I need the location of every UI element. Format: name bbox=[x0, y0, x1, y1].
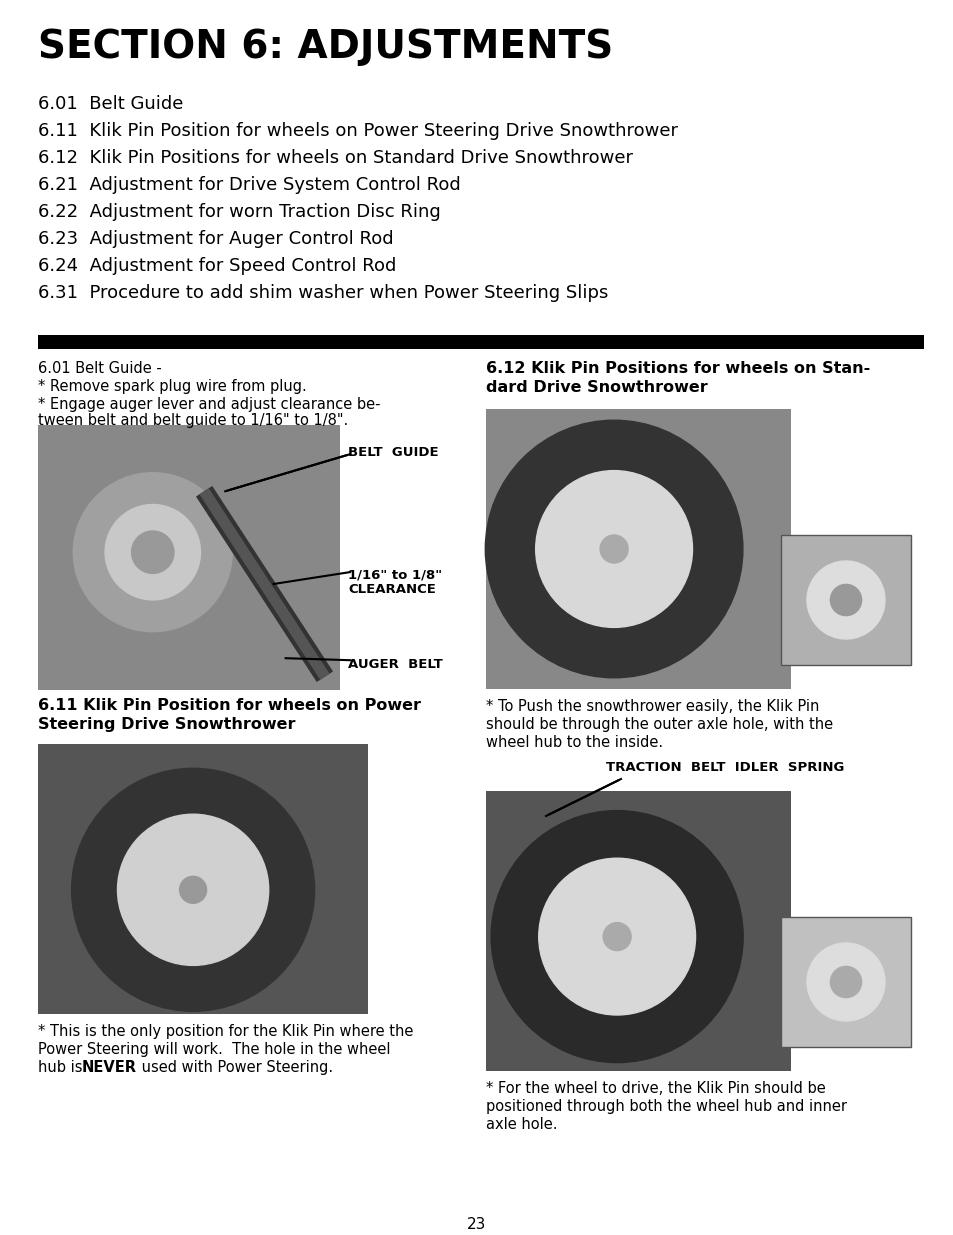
Text: TRACTION  BELT  IDLER  SPRING: TRACTION BELT IDLER SPRING bbox=[605, 761, 843, 774]
Circle shape bbox=[485, 420, 742, 678]
Text: 6.12  Klik Pin Positions for wheels on Standard Drive Snowthrower: 6.12 Klik Pin Positions for wheels on St… bbox=[38, 149, 633, 167]
Circle shape bbox=[806, 944, 884, 1021]
Text: * Remove spark plug wire from plug.: * Remove spark plug wire from plug. bbox=[38, 379, 307, 394]
Circle shape bbox=[105, 505, 200, 600]
Circle shape bbox=[829, 967, 861, 998]
Text: 6.01 Belt Guide -: 6.01 Belt Guide - bbox=[38, 361, 162, 375]
Text: hub is: hub is bbox=[38, 1060, 87, 1074]
Text: 6.23  Adjustment for Auger Control Rod: 6.23 Adjustment for Auger Control Rod bbox=[38, 230, 394, 248]
Bar bbox=[38, 743, 368, 1014]
Text: 6.11 Klik Pin Position for wheels on Power: 6.11 Klik Pin Position for wheels on Pow… bbox=[38, 698, 420, 713]
Bar bbox=[485, 790, 790, 1071]
Text: * To Push the snowthrower easily, the Klik Pin: * To Push the snowthrower easily, the Kl… bbox=[485, 699, 819, 714]
Circle shape bbox=[73, 473, 232, 631]
Text: should be through the outer axle hole, with the: should be through the outer axle hole, w… bbox=[485, 718, 832, 732]
Text: 6.12 Klik Pin Positions for wheels on Stan-: 6.12 Klik Pin Positions for wheels on St… bbox=[485, 361, 869, 375]
Text: 6.11  Klik Pin Position for wheels on Power Steering Drive Snowthrower: 6.11 Klik Pin Position for wheels on Pow… bbox=[38, 122, 678, 140]
Text: 6.01  Belt Guide: 6.01 Belt Guide bbox=[38, 95, 183, 112]
Text: 6.31  Procedure to add shim washer when Power Steering Slips: 6.31 Procedure to add shim washer when P… bbox=[38, 284, 608, 303]
Circle shape bbox=[829, 584, 861, 615]
Text: wheel hub to the inside.: wheel hub to the inside. bbox=[485, 735, 662, 750]
Circle shape bbox=[179, 877, 207, 903]
Text: 6.21  Adjustment for Drive System Control Rod: 6.21 Adjustment for Drive System Control… bbox=[38, 177, 460, 194]
Text: positioned through both the wheel hub and inner: positioned through both the wheel hub an… bbox=[485, 1099, 846, 1114]
Circle shape bbox=[602, 923, 631, 951]
Text: tween belt and belt guide to 1/16" to 1/8".: tween belt and belt guide to 1/16" to 1/… bbox=[38, 412, 348, 429]
Text: * For the wheel to drive, the Klik Pin should be: * For the wheel to drive, the Klik Pin s… bbox=[485, 1081, 825, 1095]
Text: 23: 23 bbox=[467, 1216, 486, 1233]
Text: Power Steering will work.  The hole in the wheel: Power Steering will work. The hole in th… bbox=[38, 1042, 390, 1057]
Circle shape bbox=[806, 561, 884, 638]
Text: dard Drive Snowthrower: dard Drive Snowthrower bbox=[485, 380, 707, 395]
Text: AUGER  BELT: AUGER BELT bbox=[348, 658, 442, 671]
Circle shape bbox=[599, 535, 627, 563]
Text: Steering Drive Snowthrower: Steering Drive Snowthrower bbox=[38, 718, 295, 732]
Circle shape bbox=[132, 531, 173, 573]
Bar bbox=[38, 335, 923, 350]
Text: 6.22  Adjustment for worn Traction Disc Ring: 6.22 Adjustment for worn Traction Disc R… bbox=[38, 203, 440, 221]
Circle shape bbox=[538, 858, 695, 1015]
Bar bbox=[781, 918, 910, 1047]
Text: * This is the only position for the Klik Pin where the: * This is the only position for the Klik… bbox=[38, 1024, 413, 1039]
Text: NEVER: NEVER bbox=[82, 1060, 137, 1074]
Text: SECTION 6: ADJUSTMENTS: SECTION 6: ADJUSTMENTS bbox=[38, 28, 613, 65]
Text: used with Power Steering.: used with Power Steering. bbox=[137, 1060, 333, 1074]
Bar bbox=[485, 409, 790, 689]
Circle shape bbox=[71, 768, 314, 1011]
Bar bbox=[781, 535, 910, 664]
Circle shape bbox=[536, 471, 692, 627]
Circle shape bbox=[117, 814, 269, 966]
Bar bbox=[38, 425, 339, 690]
Circle shape bbox=[491, 810, 742, 1062]
Text: 1/16" to 1/8": 1/16" to 1/8" bbox=[348, 568, 441, 582]
Text: 6.24  Adjustment for Speed Control Rod: 6.24 Adjustment for Speed Control Rod bbox=[38, 257, 395, 275]
Text: * Engage auger lever and adjust clearance be-: * Engage auger lever and adjust clearanc… bbox=[38, 396, 380, 412]
Text: BELT  GUIDE: BELT GUIDE bbox=[348, 446, 438, 459]
Text: axle hole.: axle hole. bbox=[485, 1116, 557, 1132]
Text: CLEARANCE: CLEARANCE bbox=[348, 583, 436, 597]
